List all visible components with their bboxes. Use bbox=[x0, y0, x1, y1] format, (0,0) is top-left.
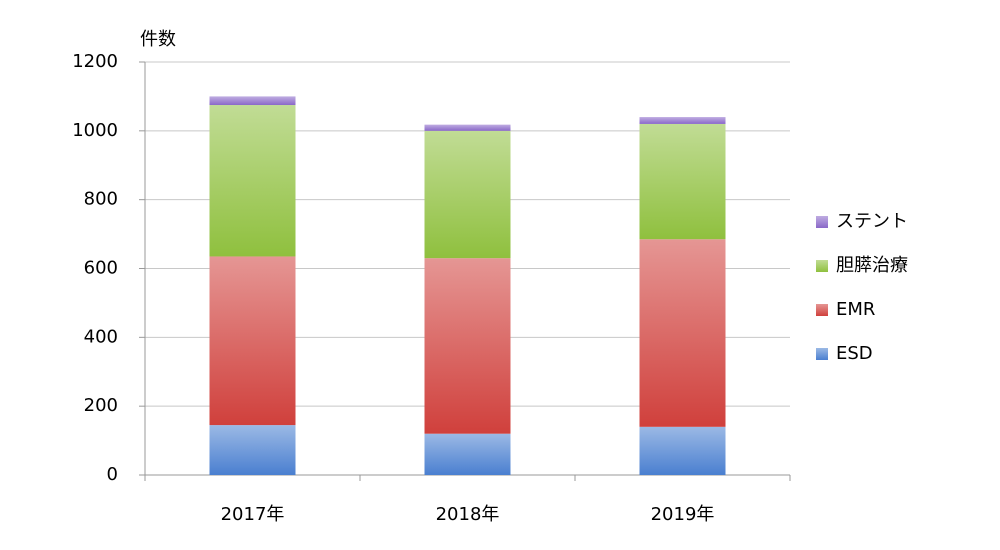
y-tick-label: 1000 bbox=[72, 120, 118, 141]
bar-segment bbox=[639, 117, 726, 124]
legend-label: ESD bbox=[836, 343, 873, 364]
legend-swatch bbox=[816, 216, 828, 228]
bar-segment bbox=[424, 124, 511, 131]
bar-segment bbox=[639, 239, 726, 427]
bar-segment bbox=[424, 433, 511, 475]
y-tick-label: 0 bbox=[107, 464, 118, 485]
y-axis-label: 件数 bbox=[140, 29, 176, 50]
legend-swatch bbox=[816, 304, 828, 316]
legend-label: EMR bbox=[836, 299, 875, 320]
bar-segment bbox=[424, 258, 511, 434]
legend-swatch bbox=[816, 348, 828, 360]
legend-label: 胆膵治療 bbox=[836, 255, 908, 276]
y-tick-label: 1200 bbox=[72, 51, 118, 72]
bar-segment bbox=[209, 425, 296, 475]
bar-segment bbox=[639, 123, 726, 240]
y-tick-label: 600 bbox=[84, 258, 118, 279]
bar-segment bbox=[209, 105, 296, 257]
x-tick-label: 2017年 bbox=[221, 504, 285, 525]
y-tick-label: 200 bbox=[84, 395, 118, 416]
y-tick-label: 800 bbox=[84, 189, 118, 210]
x-tick-label: 2018年 bbox=[436, 504, 500, 525]
x-tick-label: 2019年 bbox=[651, 504, 715, 525]
bar-segment bbox=[209, 256, 296, 426]
y-tick-label: 400 bbox=[84, 326, 118, 347]
bar-segment bbox=[209, 96, 296, 106]
bar-segment bbox=[424, 130, 511, 259]
legend-label: ステント bbox=[836, 211, 908, 232]
bar-segment bbox=[639, 426, 726, 475]
legend-swatch bbox=[816, 260, 828, 272]
